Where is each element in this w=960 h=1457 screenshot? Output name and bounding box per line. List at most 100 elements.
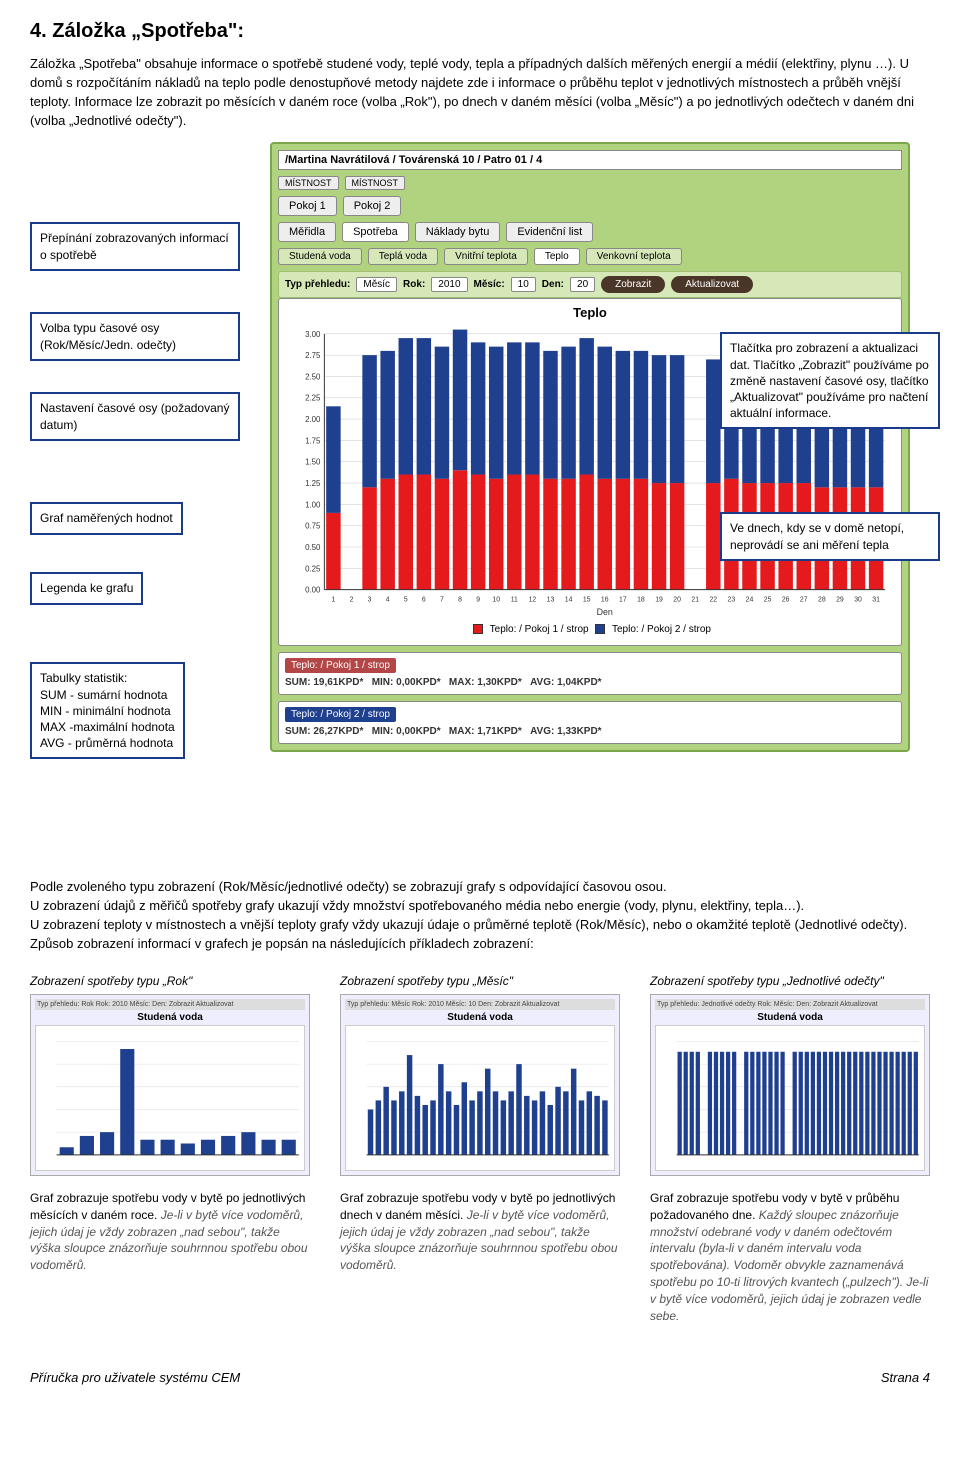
outro-text: Podle zvoleného typu zobrazení (Rok/Měsí…	[30, 878, 930, 953]
mini-chart	[655, 1025, 925, 1171]
svg-text:1.25: 1.25	[305, 479, 321, 488]
ctrl-label: Typ přehledu:	[285, 279, 350, 290]
subtab[interactable]: Venkovní teplota	[586, 248, 682, 265]
rok-select[interactable]: 2010	[431, 277, 467, 292]
tab-evidenční-list[interactable]: Evidenční list	[506, 222, 593, 242]
svg-text:13: 13	[547, 597, 555, 604]
den-select[interactable]: 20	[570, 277, 595, 292]
footer-left: Příručka pro uživatele systému CEM	[30, 1370, 240, 1385]
stats-area: Teplo: / Pokoj 1 / strop SUM: 19,61KPD* …	[278, 652, 902, 744]
mini-column: Zobrazení spotřeby typu „Jednotlivé odeč…	[650, 974, 930, 1325]
type-select[interactable]: Měsíc	[356, 277, 397, 292]
mesic-select[interactable]: 10	[511, 277, 536, 292]
svg-text:7: 7	[440, 597, 444, 604]
svg-text:8: 8	[458, 597, 462, 604]
callout-dateaxis: Nastavení časové osy (požadovaný datum)	[30, 392, 240, 440]
aktualizovat-button[interactable]: Aktualizovat	[671, 276, 753, 293]
mini-desc: Graf zobrazuje spotřebu vody v bytě po j…	[340, 1190, 620, 1274]
svg-text:9: 9	[476, 597, 480, 604]
svg-text:23: 23	[728, 597, 736, 604]
stats-box: Teplo: / Pokoj 2 / strop SUM: 26,27KPD* …	[278, 701, 902, 744]
subtab[interactable]: Vnitřní teplota	[444, 248, 528, 265]
room-tab[interactable]: Pokoj 2	[343, 196, 402, 216]
svg-text:2.25: 2.25	[305, 394, 321, 403]
mini-title: Studená voda	[345, 1010, 615, 1025]
callout-legend: Legenda ke grafu	[30, 572, 143, 604]
svg-text:20: 20	[673, 597, 681, 604]
legend-label: Teplo: / Pokoj 1 / strop	[490, 624, 589, 635]
mini-heading: Zobrazení spotřeby typu „Měsíc"	[340, 974, 620, 988]
mini-ctrl: Typ přehledu: Měsíc Rok: 2010 Měsíc: 10 …	[345, 999, 615, 1010]
stats-title: Teplo: / Pokoj 1 / strop	[285, 658, 396, 673]
chart-legend: Teplo: / Pokoj 1 / strop Teplo: / Pokoj …	[285, 620, 895, 639]
chart-title: Teplo	[285, 305, 895, 320]
room-smalltags: MÍSTNOST MÍSTNOST	[278, 176, 902, 190]
callout-typeaxis: Volba typu časové osy (Rok/Měsíc/Jedn. o…	[30, 312, 240, 360]
svg-text:14: 14	[565, 597, 573, 604]
app-screenshot: /Martina Navrátilová / Továrenská 10 / P…	[270, 142, 910, 751]
svg-text:6: 6	[422, 597, 426, 604]
mini-title: Studená voda	[35, 1010, 305, 1025]
zobrazit-button[interactable]: Zobrazit	[601, 276, 665, 293]
mini-chart	[345, 1025, 615, 1171]
svg-text:0.50: 0.50	[305, 543, 321, 552]
subtab[interactable]: Teplo	[534, 248, 580, 265]
mini-chart	[35, 1025, 305, 1171]
callout-buttons: Tlačítka pro zobrazení a aktualizaci dat…	[720, 332, 940, 429]
legend-label: Teplo: / Pokoj 2 / strop	[612, 624, 711, 635]
tab-spotřeba[interactable]: Spotřeba	[342, 222, 409, 242]
main-diagram: Přepínání zobrazovaných informací o spot…	[30, 142, 930, 862]
stats-title: Teplo: / Pokoj 2 / strop	[285, 707, 396, 722]
svg-text:1.00: 1.00	[305, 501, 321, 510]
mini-column: Zobrazení spotřeby typu „Měsíc" Typ přeh…	[340, 974, 620, 1325]
svg-text:31: 31	[872, 597, 880, 604]
room-tab[interactable]: Pokoj 1	[278, 196, 337, 216]
mini-app: Typ přehledu: Jednotlivé odečty Rok: Měs…	[650, 994, 930, 1176]
subtab[interactable]: Studená voda	[278, 248, 362, 265]
svg-text:21: 21	[691, 597, 699, 604]
mesic-label: Měsíc:	[474, 279, 505, 290]
smalltag: MÍSTNOST	[345, 176, 406, 190]
page-title: 4. Záložka „Spotřeba":	[30, 20, 930, 43]
mini-heading: Zobrazení spotřeby typu „Rok"	[30, 974, 310, 988]
svg-text:27: 27	[800, 597, 808, 604]
svg-text:1: 1	[331, 597, 335, 604]
mini-app: Typ přehledu: Rok Rok: 2010 Měsíc: Den: …	[30, 994, 310, 1176]
stats-box: Teplo: / Pokoj 1 / strop SUM: 19,61KPD* …	[278, 652, 902, 695]
svg-text:3.00: 3.00	[305, 330, 321, 339]
subtab[interactable]: Teplá voda	[368, 248, 438, 265]
svg-text:19: 19	[655, 597, 663, 604]
tab-náklady-bytu[interactable]: Náklady bytu	[415, 222, 501, 242]
svg-text:15: 15	[583, 597, 591, 604]
svg-text:17: 17	[619, 597, 627, 604]
svg-text:2: 2	[350, 597, 354, 604]
stats-values: SUM: 19,61KPD* MIN: 0,00KPD* MAX: 1,30KP…	[285, 675, 895, 690]
mini-desc: Graf zobrazuje spotřebu vody v bytě v pr…	[650, 1190, 930, 1324]
tab-měřidla[interactable]: Měřidla	[278, 222, 336, 242]
svg-text:22: 22	[709, 597, 717, 604]
svg-text:4: 4	[386, 597, 390, 604]
svg-text:0.00: 0.00	[305, 586, 321, 595]
smalltag: MÍSTNOST	[278, 176, 339, 190]
bottom-examples: Zobrazení spotřeby typu „Rok" Typ přehle…	[30, 974, 930, 1325]
svg-text:1.50: 1.50	[305, 458, 321, 467]
mini-app: Typ přehledu: Měsíc Rok: 2010 Měsíc: 10 …	[340, 994, 620, 1176]
breadcrumb: /Martina Navrátilová / Továrenská 10 / P…	[278, 150, 902, 170]
footer-right: Strana 4	[881, 1370, 930, 1385]
control-row: Typ přehledu: Měsíc Rok: 2010 Měsíc: 10 …	[278, 271, 902, 298]
svg-text:Den: Den	[597, 608, 613, 618]
svg-text:26: 26	[782, 597, 790, 604]
rok-label: Rok:	[403, 279, 425, 290]
svg-text:30: 30	[854, 597, 862, 604]
callout-graph: Graf naměřených hodnot	[30, 502, 183, 534]
callout-noheat: Ve dnech, kdy se v domě netopí, neprovád…	[720, 512, 940, 560]
svg-text:10: 10	[492, 597, 500, 604]
mini-ctrl: Typ přehledu: Jednotlivé odečty Rok: Měs…	[655, 999, 925, 1010]
stats-values: SUM: 26,27KPD* MIN: 0,00KPD* MAX: 1,71KP…	[285, 724, 895, 739]
page-footer: Příručka pro uživatele systému CEM Stran…	[30, 1360, 930, 1385]
svg-text:1.75: 1.75	[305, 437, 321, 446]
room-tabs: Pokoj 1 Pokoj 2	[278, 196, 902, 216]
svg-text:2.00: 2.00	[305, 415, 321, 424]
legend-swatch-blue	[595, 624, 605, 634]
mini-heading: Zobrazení spotřeby typu „Jednotlivé odeč…	[650, 974, 930, 988]
